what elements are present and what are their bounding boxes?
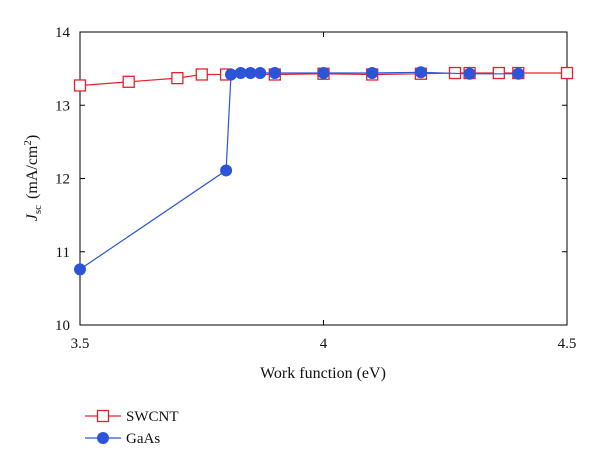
y-tick-label: 14 — [55, 25, 71, 41]
data-point-gaas — [224, 68, 237, 81]
y-axis-label-sup: 2 — [22, 140, 34, 146]
series-gaas — [74, 66, 525, 276]
y-axis-label-sub: sc — [32, 205, 44, 214]
data-point-gaas — [317, 67, 330, 80]
legend-item-swcnt: SWCNT — [85, 409, 179, 425]
y-axis-label-close: ) — [24, 135, 41, 140]
legend-swcnt-marker — [96, 409, 110, 423]
series-line-gaas — [79, 71, 519, 270]
y-tick-label: 12 — [55, 172, 70, 188]
legend-swcnt-label: SWCNT — [126, 409, 179, 425]
data-point-gaas — [74, 263, 86, 276]
y-tick-label: 10 — [55, 318, 70, 334]
x-tick-label: 3.5 — [71, 336, 90, 352]
y-axis-label: Jsc (mA/cm2) — [22, 135, 44, 221]
series-layer — [73, 66, 574, 276]
data-point-swcnt — [560, 66, 574, 80]
legend-gaas-label: GaAs — [126, 431, 160, 447]
data-point-gaas — [512, 67, 525, 80]
data-point-gaas — [268, 67, 281, 80]
y-tick-label: 11 — [56, 245, 70, 261]
legend-item-gaas: GaAs — [85, 431, 160, 447]
data-point-gaas — [220, 164, 233, 177]
axis-ticks: 3.5 4 4.5 10 11 12 13 14 — [55, 25, 576, 352]
y-axis-label-unit: (mA/cm — [24, 145, 41, 199]
data-point-gaas — [366, 67, 379, 80]
data-point-swcnt — [171, 71, 184, 85]
y-axis-label-main: J — [24, 213, 41, 221]
data-point-swcnt — [73, 79, 87, 92]
x-axis-label: Work function (eV) — [260, 365, 386, 382]
data-point-swcnt — [492, 66, 505, 80]
legend: SWCNT GaAs — [85, 409, 179, 447]
data-point-gaas — [234, 67, 247, 80]
y-tick-label: 13 — [55, 98, 70, 114]
x-tick-label: 4.5 — [558, 336, 577, 352]
data-point-gaas — [414, 66, 427, 79]
legend-gaas-marker — [97, 432, 109, 444]
data-point-swcnt — [122, 75, 135, 88]
x-tick-label: 4 — [320, 336, 328, 352]
data-point-swcnt — [195, 68, 208, 81]
data-point-gaas — [463, 67, 476, 80]
data-point-gaas — [244, 67, 257, 80]
data-point-gaas — [254, 67, 267, 80]
